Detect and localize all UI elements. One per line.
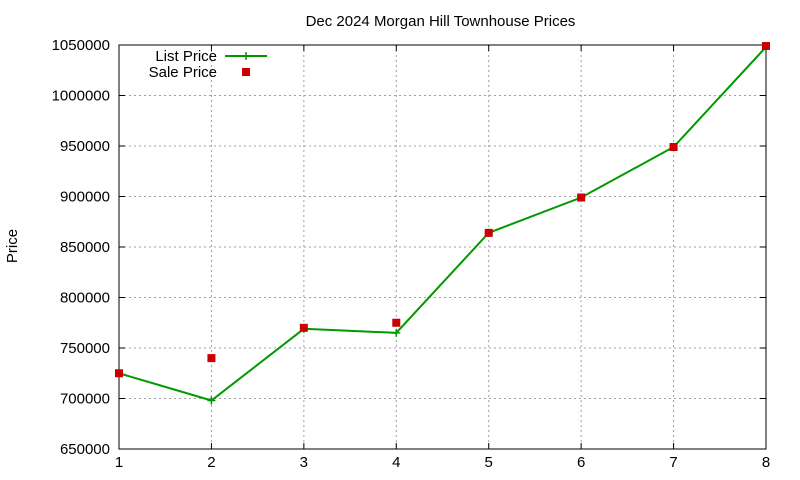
y-tick-label: 650000 — [60, 441, 110, 458]
y-axis-label: Price — [4, 229, 21, 263]
y-tick-label: 1050000 — [52, 37, 110, 54]
grid-layer — [119, 45, 766, 449]
sale-price-point — [392, 318, 401, 327]
y-tick-label: 950000 — [60, 138, 110, 155]
x-tick-label: 2 — [207, 454, 215, 471]
y-tick-label: 1000000 — [52, 88, 110, 105]
plot-frame — [118, 44, 767, 450]
legend-swatches — [225, 52, 267, 76]
sale-price-point — [762, 42, 770, 51]
x-tick-label: 6 — [577, 454, 585, 471]
sale-price-point — [484, 228, 493, 237]
sale-price-point — [577, 193, 586, 202]
y-tick-label: 850000 — [60, 239, 110, 256]
x-tick-label: 4 — [392, 454, 400, 471]
series-layer — [115, 42, 770, 405]
x-tick-label: 3 — [300, 454, 308, 471]
legend: List Price Sale Price — [149, 48, 267, 81]
x-tick-label: 8 — [762, 454, 770, 471]
legend-label-sale-price: Sale Price — [149, 64, 217, 81]
chart-title: Dec 2024 Morgan Hill Townhouse Prices — [306, 13, 576, 30]
legend-swatch-sale-price — [242, 68, 250, 76]
sale-price-point — [207, 354, 216, 363]
legend-label-list-price: List Price — [155, 48, 217, 65]
sale-price-point — [669, 143, 678, 152]
y-tick-label: 900000 — [60, 189, 110, 206]
list-price-point — [207, 396, 216, 405]
ticks-layer: 1 2 3 4 5 6 7 8 650000 700000 750000 800000 850000 90… — [52, 37, 771, 471]
sale-price-point — [115, 369, 123, 378]
x-tick-label: 5 — [485, 454, 493, 471]
list-price-point — [392, 328, 401, 337]
y-tick-label: 700000 — [60, 391, 110, 408]
x-tick-label: 1 — [115, 454, 123, 471]
list-price-line — [118, 46, 767, 402]
y-tick-label: 800000 — [60, 290, 110, 307]
sale-price-point — [299, 323, 308, 332]
x-tick-label: 7 — [669, 454, 677, 471]
y-tick-label: 750000 — [60, 340, 110, 357]
